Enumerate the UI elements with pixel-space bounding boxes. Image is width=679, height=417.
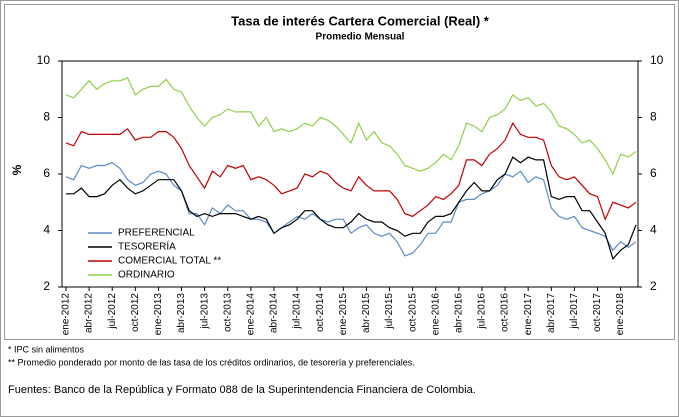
- y-tick-label: 10: [37, 53, 51, 67]
- x-tick-label: ene-2014: [246, 293, 257, 336]
- x-tick-label: oct-2016: [500, 293, 511, 332]
- y-axis-label: %: [10, 164, 24, 175]
- y-tick-label: 2: [43, 279, 50, 293]
- y2-tick-label: 10: [650, 53, 664, 67]
- y2-tick-label: 8: [650, 110, 657, 124]
- x-tick-label: oct-2012: [130, 293, 141, 332]
- x-tick-label: abr-2015: [361, 293, 372, 333]
- note: * IPC sin alimentos: [8, 344, 85, 354]
- note: ** Promedio ponderado por monto de las t…: [8, 357, 415, 367]
- x-tick-label: jul-2016: [477, 293, 488, 330]
- source-note: Fuentes: Banco de la República y Formato…: [8, 384, 476, 396]
- series-line: [65, 77, 637, 176]
- x-tick-label: oct-2014: [315, 293, 326, 332]
- x-tick-label: jul-2015: [384, 293, 395, 330]
- y-tick-label: 8: [43, 110, 50, 124]
- x-tick-label: jul-2017: [569, 293, 580, 330]
- x-tick-label: ene-2015: [338, 293, 349, 336]
- legend-label: ORDINARIO: [118, 270, 175, 281]
- series-line: [65, 162, 637, 257]
- y2-tick-label: 2: [650, 279, 657, 293]
- chart-title: Tasa de interés Cartera Comercial (Real)…: [231, 13, 490, 28]
- x-tick-label: abr-2016: [453, 293, 464, 333]
- x-tick-label: abr-2014: [269, 293, 280, 333]
- legend-label: COMERCIAL TOTAL **: [118, 256, 221, 267]
- x-tick-label: ene-2018: [615, 293, 626, 336]
- chart-subtitle: Promedio Mensual: [316, 32, 405, 43]
- x-tick-label: abr-2013: [176, 293, 187, 333]
- series-line: [65, 121, 637, 221]
- chart-frame: [4, 4, 675, 340]
- x-tick-label: oct-2015: [407, 293, 418, 332]
- y2-tick-label: 6: [650, 166, 657, 180]
- x-tick-label: ene-2017: [523, 293, 534, 336]
- legend-label: PREFERENCIAL: [118, 228, 195, 239]
- x-tick-label: jul-2014: [292, 293, 303, 330]
- x-tick-label: ene-2013: [153, 293, 164, 336]
- series-line: [66, 156, 637, 260]
- x-tick-label: abr-2017: [546, 293, 557, 333]
- y-tick-label: 4: [43, 223, 50, 237]
- legend-label: TESORERÍA: [118, 240, 176, 253]
- x-tick-label: jul-2013: [199, 293, 210, 330]
- x-tick-label: abr-2012: [84, 293, 95, 333]
- y-tick-label: 6: [43, 166, 50, 180]
- x-tick-label: ene-2016: [430, 293, 441, 336]
- x-tick-label: ene-2012: [61, 293, 72, 336]
- x-tick-label: oct-2013: [222, 293, 233, 332]
- y2-tick-label: 4: [650, 223, 657, 237]
- x-tick-label: oct-2017: [592, 293, 603, 332]
- x-tick-label: jul-2012: [107, 293, 118, 330]
